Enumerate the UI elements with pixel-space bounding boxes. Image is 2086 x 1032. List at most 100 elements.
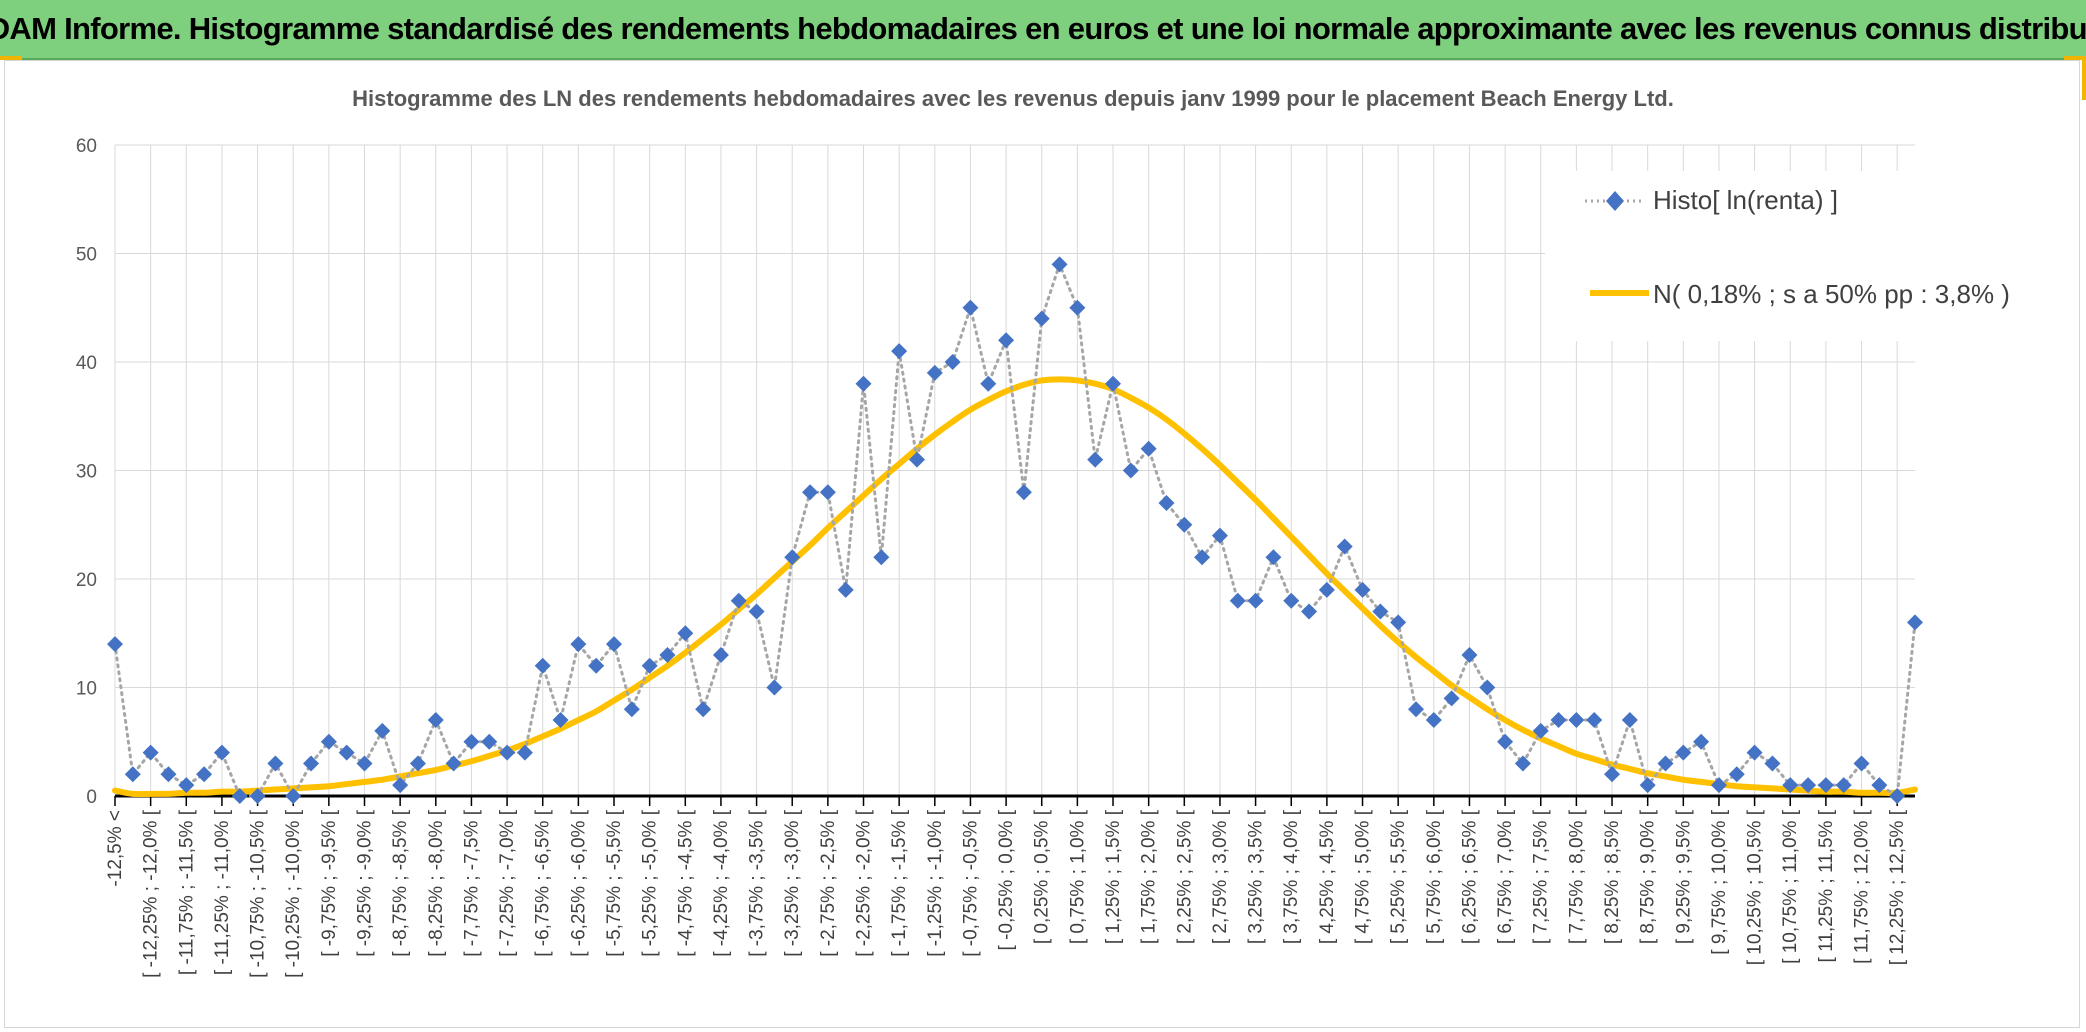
histogram-point [1051,256,1068,273]
corner-accent-side-right [2082,60,2086,100]
legend-histo-marker [1606,191,1624,211]
histogram-point [285,788,302,804]
histogram-point [534,657,551,674]
x-tick-label: [ 10,25% ; 10,5% [ [1745,809,1766,965]
histogram-point [980,375,997,392]
histogram-point [1550,712,1567,729]
x-tick-label: [ -8,75% ; -8,5% [ [390,809,411,957]
histogram-point [1122,462,1139,479]
histogram-point [1354,581,1371,598]
y-tick-label: 10 [76,679,97,700]
histogram-point [1568,712,1585,729]
y-tick-label: 20 [76,570,97,591]
legend-background [1545,171,2015,341]
histogram-point [1621,712,1638,729]
histogram-line [113,260,1917,800]
histogram-point [623,701,640,718]
x-tick-label: [ -3,25% ; -3,0% [ [782,809,803,957]
x-tick-label: -12,5% < [105,810,126,887]
x-tick-label: [ 2,25% ; 2,5% [ [1174,809,1195,944]
histogram-point [1728,766,1745,783]
gridlines [114,144,1915,796]
histogram-point [516,744,533,761]
histogram-point [1158,495,1175,512]
x-tick-label: [ 7,75% ; 8,0% [ [1566,809,1587,944]
histogram-point [1853,755,1870,772]
histogram-point [659,646,676,663]
x-tick-label: [ -2,25% ; -2,0% [ [854,809,875,957]
histogram-point [641,657,658,674]
histogram-point [712,646,729,663]
x-tick-label: [ 4,75% ; 5,0% [ [1353,809,1374,944]
histogram-point [178,777,195,794]
x-tick-label: [ -1,75% ; -1,5% [ [889,809,910,957]
histogram-point [908,451,925,468]
normal-curve-line [112,376,1918,798]
title-banner: ADAM Informe. Histogramme standardisé de… [0,0,2086,60]
x-axis: -12,5% < [ -12,25% ; -12,0% [[ -11,75% ; … [105,794,1915,978]
x-tick-label: [ -5,75% ; -5,5% [ [604,809,625,957]
histogram-point [481,733,498,750]
histogram-point [588,657,605,674]
x-tick-label: [ 5,25% ; 5,5% [ [1388,809,1409,944]
x-tick-label: [ -0,75% ; -0,5% [ [960,809,981,957]
histogram-point [1211,527,1228,544]
histogram-point [1318,581,1335,598]
histogram-point [1443,690,1460,707]
histogram-point [160,766,177,783]
x-tick-label: [ 11,75% ; 12,0% [ [1852,809,1873,964]
histogram-point [606,636,623,653]
histogram-point [1871,777,1888,794]
y-tick-label: 40 [76,353,97,374]
x-tick-label: [ -1,25% ; -1,0% [ [925,809,946,957]
histogram-point [1817,777,1834,794]
histogram-point [1033,310,1050,327]
histogram-point [107,636,123,653]
histogram-point [1479,679,1496,696]
x-tick-label: [ 3,75% ; 4,0% [ [1281,809,1302,944]
histogram-point [213,744,230,761]
histogram-point [819,484,836,501]
y-tick-label: 50 [76,245,97,266]
histogram-point [142,744,159,761]
x-tick-label: [ -4,75% ; -4,5% [ [675,809,696,957]
x-tick-label: [ -8,25% ; -8,0% [ [426,809,447,957]
x-tick-label: [ 0,75% ; 1,0% [ [1067,809,1088,944]
histogram-point [320,733,337,750]
histogram-point [1087,451,1104,468]
histogram-point [1425,712,1442,729]
histogram-point [1283,592,1300,609]
histogram-point [1604,766,1621,783]
histogram-point [1015,484,1032,501]
histogram-point [891,343,908,360]
corner-accent-top-left [0,56,22,60]
histogram-point [1229,592,1246,609]
x-tick-label: [ -0,25% ; 0,0% [ [996,809,1017,950]
histogram-point [1069,299,1086,316]
histogram-point [303,755,320,772]
histogram-chart: Histogramme des LN des rendements hebdom… [76,86,2015,978]
x-tick-label: [ -4,25% ; -4,0% [ [711,809,732,957]
x-tick-label: [ -11,75% ; -11,5% [ [176,809,197,975]
x-tick-label: [ 9,75% ; 10,0% [ [1709,809,1730,954]
page-title: ADAM Informe. Histogramme standardisé de… [0,11,2086,46]
x-tick-label: [ 12,25% ; 12,5% [ [1887,809,1908,965]
histogram-point [748,603,765,620]
x-tick-label: [ 1,75% ; 2,0% [ [1139,809,1160,944]
x-tick-label: [ 1,25% ; 1,5% [ [1103,809,1124,944]
x-tick-label: [ 7,25% ; 7,5% [ [1531,809,1552,944]
x-tick-label: [ 8,25% ; 8,5% [ [1602,809,1623,944]
histogram-point [677,625,694,642]
histogram-point [427,712,444,729]
histogram-point [730,592,747,609]
histogram-point [802,484,819,501]
y-tick-label: 30 [76,462,97,483]
histogram-point [570,636,587,653]
histogram-point [1800,777,1817,794]
histogram-point [1301,603,1318,620]
histogram-point [231,788,248,804]
x-tick-label: [ -5,25% ; -5,0% [ [640,809,661,957]
histogram-point [1907,614,1923,631]
x-tick-label: [ -6,25% ; -6,0% [ [568,809,589,957]
x-tick-label: [ 10,75% ; 11,0% [ [1780,809,1801,964]
